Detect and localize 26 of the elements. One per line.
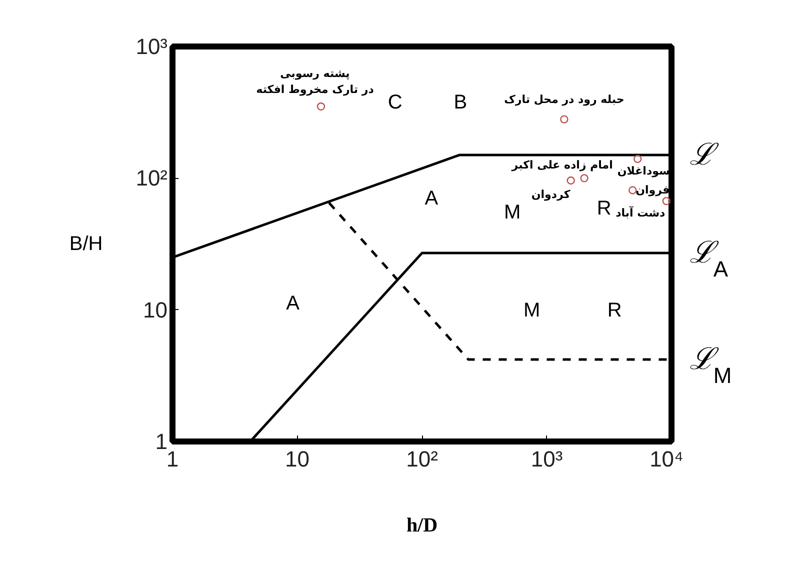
y-tick-label: 10	[143, 297, 168, 322]
annotation: R	[607, 299, 622, 322]
annotation: M	[523, 299, 540, 322]
annotation: B	[454, 92, 468, 114]
annotation: C	[388, 92, 402, 114]
x-tick-label: 10⁴	[650, 446, 684, 472]
annotation: امام زاده علی اکبر	[510, 158, 613, 172]
y-axis-title: B/H	[69, 233, 103, 255]
annotation: فروان	[636, 184, 670, 197]
y-tick-label: 10²	[136, 166, 168, 191]
x-tick-label: 10³	[530, 446, 563, 472]
annotation: دشت آباد	[616, 206, 666, 220]
annotation: A	[286, 292, 300, 315]
x-tick-label: 10	[285, 446, 310, 472]
annotation: سوداغلان	[617, 164, 670, 178]
x-axis-title: h/D	[406, 514, 438, 536]
y-tick-label: 1	[155, 429, 168, 454]
annotation: پشته رسوبی در تارک مخروط افکته	[256, 67, 374, 96]
annotation: M	[504, 201, 521, 224]
x-tick-label: 10²	[406, 446, 438, 472]
annotation: کردوان	[531, 188, 571, 201]
y-tick-label: 10³	[136, 34, 168, 59]
series-label: ℒ	[689, 137, 720, 172]
annotation: حبله رود در محل تارک	[504, 92, 624, 106]
annotation: R	[596, 197, 612, 220]
annotation: A	[424, 188, 439, 210]
